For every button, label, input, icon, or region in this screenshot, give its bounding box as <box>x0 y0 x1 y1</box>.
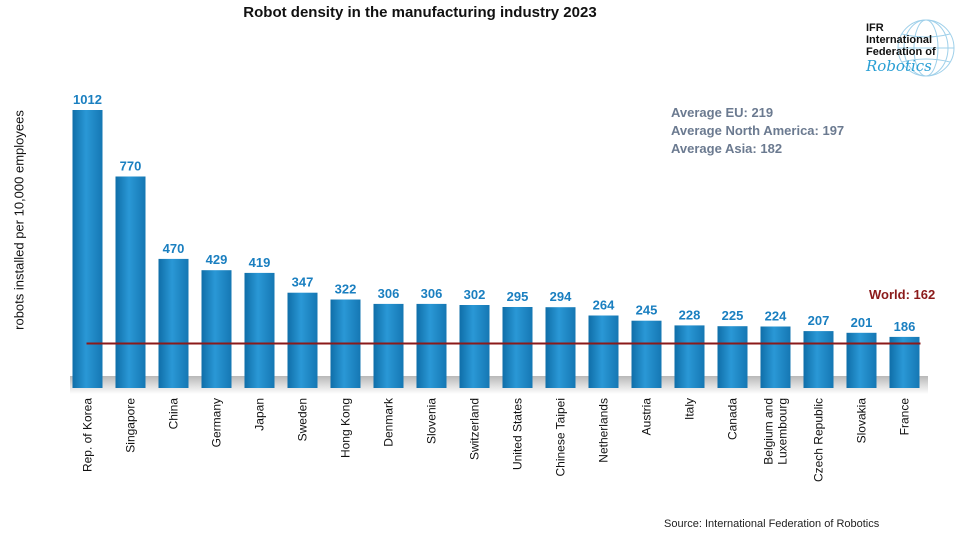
category-label-canada: Canada <box>726 398 740 440</box>
category-label-sweden: Sweden <box>296 398 310 441</box>
category-label-france: France <box>898 398 912 436</box>
category-label-germany: Germany <box>210 398 224 447</box>
category-label-hong-kong: Hong Kong <box>339 398 353 458</box>
logo-text-international: International <box>866 34 933 46</box>
bar-germany <box>201 270 232 388</box>
bar-value-label: 322 <box>335 282 357 297</box>
category-label-line: Belgium and <box>762 398 776 465</box>
category-label-rep-of-korea: Rep. of Korea <box>81 398 95 472</box>
bar-united-states <box>502 307 533 388</box>
ifr-logo: IFR International Federation of Robotics <box>866 19 956 82</box>
bar-japan <box>244 272 275 388</box>
bar-value-label: 225 <box>722 308 744 323</box>
category-label-line: Canada <box>726 398 740 440</box>
category-label-chinese-taipei: Chinese Taipei <box>554 398 568 477</box>
category-label-slovakia: Slovakia <box>855 398 869 444</box>
category-label-line: Luxembourg <box>776 398 790 465</box>
bar-chinese-taipei <box>545 307 576 388</box>
category-label-line: Germany <box>210 398 224 447</box>
bar-value-label: 429 <box>206 252 228 267</box>
world-average-label: World: 162 <box>869 287 936 302</box>
average-eu: Average EU: 219 <box>671 105 774 120</box>
bar-netherlands <box>588 315 619 388</box>
category-label-line: Netherlands <box>597 398 611 463</box>
bar-denmark <box>373 303 404 388</box>
category-label-line: Hong Kong <box>339 398 353 458</box>
bar-switzerland <box>459 305 490 388</box>
bar-value-label: 419 <box>249 255 271 270</box>
category-label-line: Czech Republic <box>812 398 826 482</box>
chart-floor <box>70 376 928 394</box>
bar-france <box>889 336 920 388</box>
logo-text-ifr: IFR <box>866 22 884 34</box>
category-label-italy: Italy <box>683 398 697 420</box>
category-label-czech-republic: Czech Republic <box>812 398 826 482</box>
globe-icon <box>897 19 955 77</box>
bar-value-label: 245 <box>636 303 658 318</box>
bar-value-label: 207 <box>808 313 830 328</box>
bar-value-label: 186 <box>894 319 916 334</box>
bar-value-label: 770 <box>120 159 142 174</box>
bar-value-label: 264 <box>593 298 615 313</box>
bar-value-label: 294 <box>550 289 572 304</box>
category-label-line: Slovakia <box>855 398 869 444</box>
chart-title: Robot density in the manufacturing indus… <box>243 4 597 21</box>
category-label-line: China <box>167 398 181 430</box>
bar-value-label: 302 <box>464 287 486 302</box>
bar-value-label: 295 <box>507 289 529 304</box>
category-label-line: Italy <box>683 398 697 420</box>
bar-value-label: 347 <box>292 275 314 290</box>
category-label-line: France <box>898 398 912 436</box>
category-label-belgium-and-luxembourg: Belgium and Luxembourg <box>762 398 790 465</box>
logo-text-robotics: Robotics <box>866 57 932 75</box>
category-label-japan: Japan <box>253 398 267 431</box>
bar-austria <box>631 320 662 388</box>
bar-slovenia <box>416 303 447 388</box>
bar-value-label: 470 <box>163 241 185 256</box>
category-label-china: China <box>167 398 181 430</box>
bar-canada <box>717 326 748 388</box>
category-label-switzerland: Switzerland <box>468 398 482 460</box>
logo-text-federation: Federation of <box>866 46 936 58</box>
bar-value-label: 306 <box>421 286 443 301</box>
bar-belgium-and-luxembourg <box>760 326 791 388</box>
category-label-slovenia: Slovenia <box>425 398 439 444</box>
bar-china <box>158 258 189 388</box>
bar-value-label: 224 <box>765 309 787 324</box>
category-label-line: Chinese Taipei <box>554 398 568 477</box>
category-label-line: Singapore <box>124 398 138 453</box>
category-label-singapore: Singapore <box>124 398 138 453</box>
bar-value-label: 306 <box>378 286 400 301</box>
category-label-line: United States <box>511 398 525 470</box>
source-note: Source: International Federation of Robo… <box>664 518 880 530</box>
bar-italy <box>674 325 705 388</box>
category-label-line: Switzerland <box>468 398 482 460</box>
bar-slovakia <box>846 332 877 388</box>
category-label-united-states: United States <box>511 398 525 470</box>
bar-value-label: 1012 <box>73 92 102 107</box>
average-north-america: Average North America: 197 <box>671 123 845 138</box>
average-asia: Average Asia: 182 <box>671 141 783 156</box>
bar-value-label: 228 <box>679 307 701 322</box>
bar-value-label: 201 <box>851 315 873 330</box>
category-label-line: Slovenia <box>425 398 439 444</box>
category-label-line: Rep. of Korea <box>81 398 95 472</box>
bar-sweden <box>287 292 318 388</box>
category-label-denmark: Denmark <box>382 397 396 447</box>
bar-czech-republic <box>803 331 834 388</box>
bar-singapore <box>115 176 146 388</box>
category-label-netherlands: Netherlands <box>597 398 611 463</box>
category-label-line: Denmark <box>382 397 396 447</box>
category-label-line: Austria <box>640 398 654 436</box>
category-label-line: Sweden <box>296 398 310 441</box>
bar-rep-of-korea <box>72 110 103 388</box>
category-label-line: Japan <box>253 398 267 431</box>
category-label-austria: Austria <box>640 398 654 436</box>
averages-annotation: Average EU: 219 Average North America: 1… <box>671 104 844 158</box>
